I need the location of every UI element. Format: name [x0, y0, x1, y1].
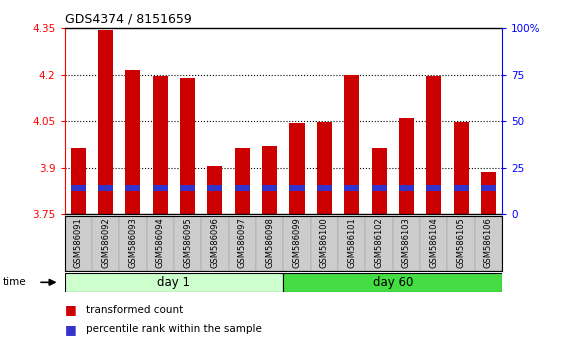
Bar: [426, 185, 442, 191]
Bar: [262, 146, 277, 214]
Bar: [71, 148, 86, 214]
Text: ■: ■: [65, 303, 76, 316]
Bar: [311, 216, 338, 271]
Text: time: time: [3, 277, 26, 287]
Bar: [153, 185, 168, 191]
Bar: [146, 216, 174, 271]
Text: day 60: day 60: [373, 276, 413, 289]
Bar: [453, 185, 468, 191]
Bar: [399, 185, 414, 191]
Bar: [283, 216, 311, 271]
Text: GSM586101: GSM586101: [347, 218, 356, 268]
Bar: [393, 216, 420, 271]
Bar: [344, 75, 359, 214]
Bar: [208, 166, 223, 214]
Bar: [481, 172, 496, 214]
Bar: [153, 76, 168, 214]
Text: GSM586093: GSM586093: [128, 218, 137, 268]
Bar: [98, 185, 113, 191]
Bar: [256, 216, 283, 271]
Bar: [174, 216, 201, 271]
Bar: [65, 216, 92, 271]
Bar: [208, 185, 223, 191]
Bar: [234, 185, 250, 191]
Bar: [92, 216, 119, 271]
Text: GSM586103: GSM586103: [402, 218, 411, 268]
Bar: [371, 185, 387, 191]
Bar: [229, 216, 256, 271]
Bar: [481, 185, 496, 191]
Bar: [317, 185, 332, 191]
Text: GSM586102: GSM586102: [375, 218, 384, 268]
Bar: [453, 122, 468, 214]
Text: GSM586091: GSM586091: [73, 218, 82, 268]
Text: GSM586094: GSM586094: [156, 218, 165, 268]
Bar: [338, 216, 365, 271]
Bar: [262, 185, 277, 191]
Text: GSM586100: GSM586100: [320, 218, 329, 268]
Text: GSM586104: GSM586104: [429, 218, 438, 268]
Bar: [180, 78, 195, 214]
Text: day 1: day 1: [158, 276, 190, 289]
Text: transformed count: transformed count: [86, 305, 183, 315]
Bar: [119, 216, 146, 271]
Bar: [289, 123, 305, 214]
Bar: [371, 148, 387, 214]
Bar: [317, 122, 332, 214]
Text: GSM586105: GSM586105: [457, 218, 466, 268]
Text: ■: ■: [65, 323, 76, 336]
Text: GSM586092: GSM586092: [101, 218, 110, 268]
Bar: [201, 216, 229, 271]
Bar: [234, 148, 250, 214]
Text: GSM586106: GSM586106: [484, 218, 493, 268]
Bar: [71, 185, 86, 191]
Bar: [426, 76, 442, 214]
Text: GSM586096: GSM586096: [210, 218, 219, 268]
Bar: [344, 185, 359, 191]
Bar: [180, 185, 195, 191]
Text: GDS4374 / 8151659: GDS4374 / 8151659: [65, 12, 191, 25]
Bar: [65, 273, 283, 292]
Bar: [283, 273, 502, 292]
Text: percentile rank within the sample: percentile rank within the sample: [86, 324, 262, 334]
Bar: [448, 216, 475, 271]
Bar: [98, 30, 113, 214]
Bar: [365, 216, 393, 271]
Bar: [475, 216, 502, 271]
Bar: [399, 118, 414, 214]
Bar: [420, 216, 448, 271]
Text: GSM586099: GSM586099: [292, 218, 301, 268]
Bar: [125, 185, 140, 191]
Bar: [125, 70, 140, 214]
Text: GSM586097: GSM586097: [238, 218, 247, 268]
Text: GSM586095: GSM586095: [183, 218, 192, 268]
Text: GSM586098: GSM586098: [265, 218, 274, 268]
Bar: [289, 185, 305, 191]
